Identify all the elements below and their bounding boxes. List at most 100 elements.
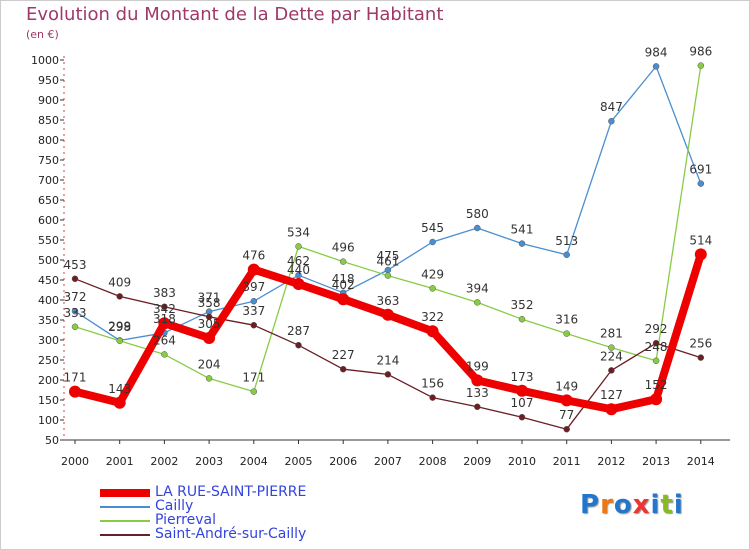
legend-item: Cailly [100, 498, 400, 514]
legend-label: Saint-André-sur-Cailly [155, 526, 307, 542]
data-label: 337 [242, 304, 265, 318]
y-tick-label: 600 [38, 214, 59, 227]
data-label: 152 [645, 378, 668, 392]
data-point [384, 371, 392, 378]
data-label: 475 [376, 249, 399, 263]
y-tick-label: 900 [38, 94, 59, 107]
data-point [339, 365, 347, 373]
y-tick-label: 850 [38, 114, 59, 127]
data-label: 264 [153, 333, 176, 347]
data-label: 409 [108, 275, 131, 289]
data-label: 256 [689, 337, 712, 351]
data-label: 248 [645, 340, 668, 354]
y-tick-label: 800 [38, 134, 59, 147]
data-point [116, 337, 123, 345]
y-tick-label: 550 [38, 234, 59, 247]
x-tick-label: 2010 [508, 455, 536, 468]
data-point [518, 413, 526, 421]
data-label: 691 [689, 163, 712, 177]
data-point [426, 325, 439, 338]
data-point [516, 384, 528, 397]
x-tick-label: 2000 [61, 455, 89, 468]
data-point [250, 297, 258, 305]
data-label: 342 [153, 302, 176, 316]
data-point [652, 357, 660, 365]
data-label: 299 [108, 319, 131, 333]
data-label: 227 [332, 348, 355, 362]
data-label: 224 [600, 349, 623, 363]
data-label: 77 [559, 408, 574, 422]
x-tick-label: 2007 [374, 455, 402, 468]
x-tick-label: 2004 [240, 455, 268, 468]
y-tick-label: 650 [38, 194, 59, 207]
y-tick-label: 50 [45, 434, 59, 447]
data-label: 322 [421, 310, 444, 324]
data-label: 149 [555, 379, 578, 393]
legend-item: Pierreval [100, 512, 400, 528]
y-tick-label: 700 [38, 174, 59, 187]
data-label: 440 [287, 263, 310, 277]
x-tick-label: 2012 [597, 455, 625, 468]
data-point [250, 388, 258, 395]
data-point [381, 308, 394, 321]
data-point [608, 117, 615, 125]
data-label: 402 [332, 278, 355, 292]
x-tick-label: 2009 [463, 455, 491, 468]
legend-swatch [100, 520, 150, 522]
data-label: 305 [198, 317, 221, 331]
data-label: 352 [511, 298, 534, 312]
legend-label: LA RUE-SAINT-PIERRE [155, 484, 307, 500]
proxiti-logo: Proxiti [580, 490, 684, 520]
data-label: 133 [466, 386, 489, 400]
data-label: 371 [198, 291, 221, 305]
x-tick-label: 2005 [285, 455, 313, 468]
series-layer [69, 62, 707, 433]
series-saint-andr-sur-cailly [71, 275, 705, 433]
y-tick-label: 950 [38, 74, 59, 87]
data-point [697, 354, 705, 361]
legend-swatch [100, 489, 150, 497]
legend-item: Saint-André-sur-Cailly [100, 526, 400, 542]
data-label: 318 [153, 312, 176, 326]
data-point [203, 332, 216, 344]
x-tick-label: 2008 [419, 455, 447, 468]
data-label: 534 [287, 225, 310, 239]
y-tick-label: 750 [38, 154, 59, 167]
data-point [295, 341, 302, 349]
data-point [474, 299, 481, 306]
data-point [161, 303, 168, 311]
data-point [605, 403, 618, 416]
data-point [429, 285, 436, 292]
data-label: 214 [376, 353, 399, 367]
data-point [71, 323, 79, 331]
data-label: 173 [511, 370, 534, 384]
chart-subtitle: (en €) [26, 28, 59, 41]
y-tick-label: 200 [38, 374, 59, 387]
x-tick-label: 2011 [553, 455, 581, 468]
data-label: 545 [421, 221, 444, 235]
data-label: 171 [64, 371, 87, 385]
x-tick-label: 2002 [150, 455, 178, 468]
y-tick-label: 350 [38, 314, 59, 327]
data-point [563, 330, 570, 337]
legend-swatch [100, 534, 150, 536]
y-tick-label: 250 [38, 354, 59, 367]
data-point [560, 394, 573, 407]
data-label: 847 [600, 100, 623, 114]
data-label: 394 [466, 281, 489, 295]
y-tick-label: 450 [38, 274, 59, 287]
data-label: 461 [376, 255, 399, 269]
series-pierreval [71, 62, 705, 395]
data-point [518, 315, 526, 323]
y-tick-label: 150 [38, 394, 59, 407]
data-point [474, 403, 481, 411]
data-point [652, 63, 660, 70]
data-label: 287 [287, 324, 310, 338]
data-label: 316 [555, 313, 578, 327]
data-label: 418 [332, 272, 355, 286]
data-point [116, 293, 123, 300]
chart-axes: 50 100 150 200 250 300 350 400 450 500 550 600 650 70… [31, 54, 730, 468]
data-point [339, 258, 347, 265]
